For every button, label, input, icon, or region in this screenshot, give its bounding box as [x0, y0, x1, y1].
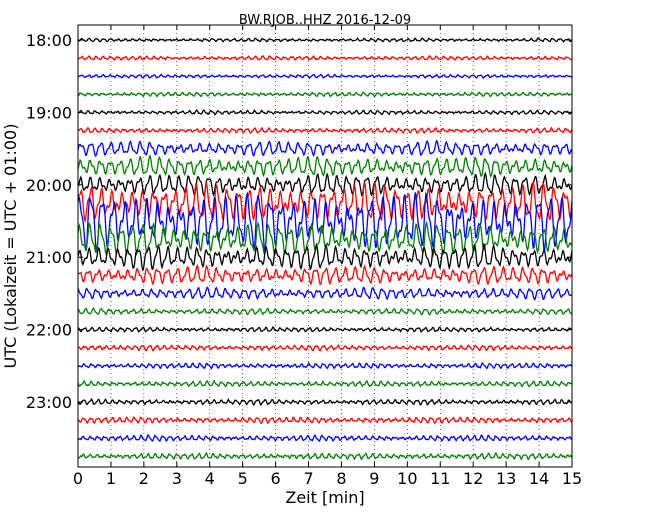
x-tick-label: 8	[336, 469, 346, 488]
seismogram-trace-1930	[78, 139, 572, 158]
seismogram-trace-1830	[78, 73, 572, 80]
seismogram-trace-2115	[78, 263, 572, 286]
seismogram-traces	[78, 37, 572, 461]
y-tick-label: 23:00	[26, 393, 72, 412]
y-tick-label: 18:00	[26, 31, 72, 50]
x-tick-label: 4	[205, 469, 215, 488]
x-tick-label: 10	[397, 469, 417, 488]
y-axis-label: UTC (Lokalzeit = UTC + 01:00)	[1, 124, 20, 369]
seismogram-trace-2345	[78, 451, 572, 461]
x-tick-label: 13	[496, 469, 516, 488]
x-tick-label: 6	[271, 469, 281, 488]
seismogram-trace-1945	[78, 153, 572, 179]
seismogram-trace-1815	[78, 54, 572, 62]
x-tick-label: 15	[562, 469, 582, 488]
y-tick-label: 22:00	[26, 321, 72, 340]
seismogram-trace-2000	[78, 171, 572, 198]
seismogram-trace-2245	[78, 379, 572, 388]
x-tick-label: 5	[238, 469, 248, 488]
y-tick-label: 20:00	[26, 176, 72, 195]
seismogram-trace-2300	[78, 397, 572, 407]
y-axis-ticks: 18:00 19:00 20:00 21:00 22:00 23:00	[26, 31, 572, 412]
seismogram-trace-2200	[78, 326, 572, 334]
y-tick-label: 21:00	[26, 248, 72, 267]
y-tick-label: 19:00	[26, 103, 72, 122]
seismogram-trace-2230	[78, 361, 572, 370]
x-tick-label: 1	[106, 469, 116, 488]
x-tick-label: 14	[529, 469, 549, 488]
x-tick-label: 2	[139, 469, 149, 488]
x-tick-label: 9	[369, 469, 379, 488]
seismogram-trace-2015	[78, 180, 572, 224]
x-axis-label: Zeit [min]	[285, 488, 364, 507]
x-axis-ticks: 0 1 2 3 4 5 6 7 8 9 10 11 12 13 14 15	[73, 25, 582, 488]
x-tick-label: 0	[73, 469, 83, 488]
seismogram-trace-2315	[78, 416, 572, 425]
seismogram-trace-2215	[78, 343, 572, 352]
seismogram-trace-2145	[78, 307, 572, 316]
x-tick-label: 7	[303, 469, 313, 488]
x-tick-label: 11	[430, 469, 450, 488]
seismogram-trace-1915	[78, 126, 572, 135]
seismogram-trace-1845	[78, 91, 572, 98]
x-tick-label: 3	[172, 469, 182, 488]
chart-title: BW.RJOB..HHZ 2016-12-09	[239, 13, 411, 28]
seismogram-trace-1800	[78, 37, 572, 43]
seismogram-trace-2130	[78, 286, 572, 301]
seismogram-trace-2100	[78, 242, 572, 272]
seismogram-trace-1900	[78, 109, 572, 116]
plot-frame	[77, 24, 573, 468]
x-tick-label: 12	[463, 469, 483, 488]
seismogram-trace-2330	[78, 433, 572, 443]
